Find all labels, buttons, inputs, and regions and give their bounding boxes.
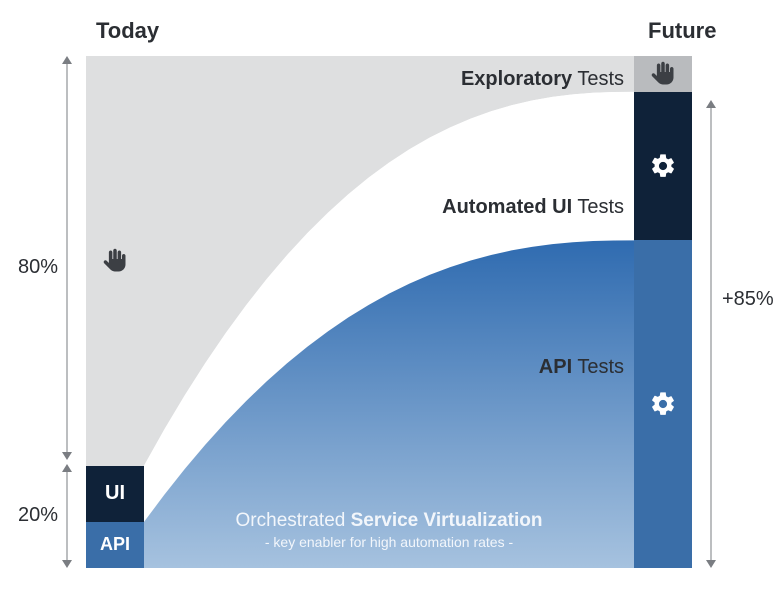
sv-bold: Service Virtualization (351, 510, 543, 531)
service-virtualization-block: Orchestrated Service Virtualization - ke… (144, 510, 634, 550)
bracket-right-85 (706, 100, 716, 568)
sv-pre: Orchestrated (236, 510, 351, 531)
future-bar (634, 56, 692, 568)
label-autoui-rest: Tests (572, 196, 624, 218)
label-autoui-bold: Automated UI (442, 196, 572, 218)
gear-icon (649, 390, 677, 418)
bar-seg-ui-auto: UI (86, 466, 144, 522)
bar-seg-ui-auto (634, 92, 692, 240)
label-exploratory: Exploratory Tests (461, 68, 624, 91)
bracket-left-80 (62, 56, 72, 460)
label-85pct: +85% (722, 288, 774, 311)
diagram-root: Today Future 80% 20% UIAPI Exploratory T… (0, 0, 779, 600)
label-80pct: 80% (18, 256, 58, 279)
label-exploratory-bold: Exploratory (461, 68, 572, 90)
label-exploratory-rest: Tests (572, 68, 624, 90)
label-20pct: 20% (18, 504, 58, 527)
bar-seg-api: API (86, 522, 144, 568)
bracket-left-20 (62, 464, 72, 568)
transition-plot: Exploratory Tests Automated UI Tests API… (144, 56, 634, 568)
hand-icon (101, 247, 129, 275)
header-future: Future (648, 18, 716, 44)
label-api-tests: API Tests (539, 356, 624, 379)
label-api-rest: Tests (572, 356, 624, 378)
bar-seg-exploratory (634, 56, 692, 92)
bar-seg-manual (86, 56, 144, 466)
gear-icon (649, 152, 677, 180)
hand-icon (649, 60, 677, 88)
label-automated-ui: Automated UI Tests (442, 196, 624, 219)
bar-seg-api (634, 240, 692, 568)
label-api-bold: API (539, 356, 572, 378)
header-today: Today (96, 18, 159, 44)
sv-subtitle: - key enabler for high automation rates … (144, 534, 634, 550)
today-bar: UIAPI (86, 56, 144, 568)
